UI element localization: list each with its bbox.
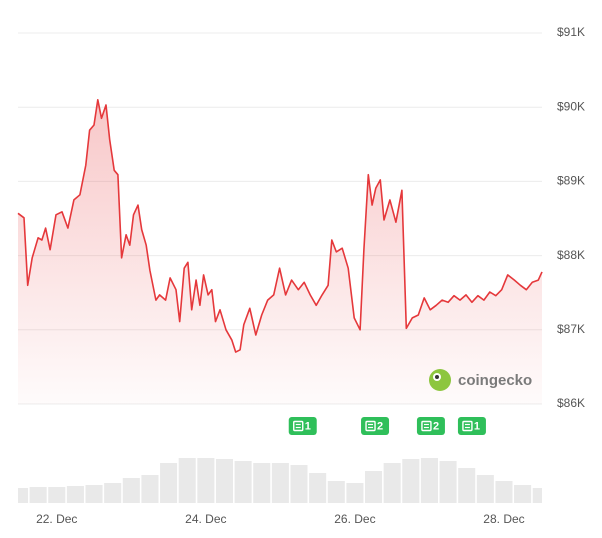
x-tick-label: 28. Dec <box>483 512 524 526</box>
news-count: 1 <box>474 420 480 432</box>
watermark: coingecko <box>429 369 532 391</box>
news-count: 2 <box>377 420 383 432</box>
volume-bar <box>48 487 66 503</box>
volume-bar <box>234 461 252 503</box>
y-tick-label: $87K <box>557 322 585 336</box>
volume-bar <box>439 461 457 503</box>
news-badge[interactable]: 1 <box>288 417 317 435</box>
volume-bar <box>215 459 234 503</box>
volume-bar <box>532 488 542 503</box>
news-badge[interactable]: 2 <box>416 417 445 435</box>
watermark-logo <box>429 369 451 391</box>
volume-bar <box>458 468 476 503</box>
y-tick-label: $88K <box>557 248 585 262</box>
volume-bar <box>253 463 271 503</box>
volume-bar <box>402 459 420 503</box>
volume-bar <box>383 463 401 503</box>
volume-bar <box>514 485 532 503</box>
volume-bar <box>346 483 364 503</box>
volume-bar <box>309 473 327 503</box>
news-badge[interactable]: 2 <box>361 417 390 435</box>
news-count: 2 <box>433 420 439 432</box>
volume-bar <box>104 483 122 503</box>
volume-bar <box>141 475 159 503</box>
volume-bar <box>365 471 383 503</box>
volume-bar <box>495 481 513 503</box>
news-icon <box>421 420 432 432</box>
news-count: 1 <box>305 420 311 432</box>
volume-bar <box>327 481 345 503</box>
y-tick-label: $89K <box>557 174 585 188</box>
news-icon <box>365 420 376 432</box>
volume-bar <box>290 465 308 503</box>
volume-bar <box>178 458 196 503</box>
price-line <box>17 99 543 353</box>
volume-bar <box>420 458 438 503</box>
news-icon <box>462 420 473 432</box>
x-tick-label: 22. Dec <box>36 512 77 526</box>
y-tick-label: $91K <box>557 25 585 39</box>
volume-bar <box>66 486 84 503</box>
volume-bar <box>85 485 103 503</box>
volume-bar <box>160 463 178 503</box>
y-tick-label: $90K <box>557 99 585 113</box>
volume-bar <box>271 463 289 503</box>
volume-bar <box>476 475 494 503</box>
x-tick-label: 24. Dec <box>185 512 226 526</box>
news-badge[interactable]: 1 <box>457 417 486 435</box>
price-area <box>18 99 542 405</box>
watermark-text: coingecko <box>458 372 532 389</box>
news-icon <box>293 420 304 432</box>
volume-bar <box>18 488 29 503</box>
volume-bar <box>29 487 47 503</box>
y-tick-label: $86K <box>557 396 585 410</box>
x-tick-label: 26. Dec <box>334 512 375 526</box>
volume-bar <box>197 458 215 503</box>
volume-bar <box>122 478 140 503</box>
